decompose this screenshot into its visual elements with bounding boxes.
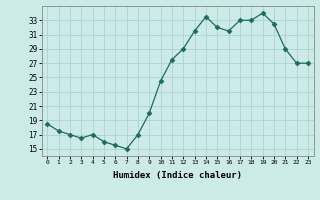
X-axis label: Humidex (Indice chaleur): Humidex (Indice chaleur) [113, 171, 242, 180]
